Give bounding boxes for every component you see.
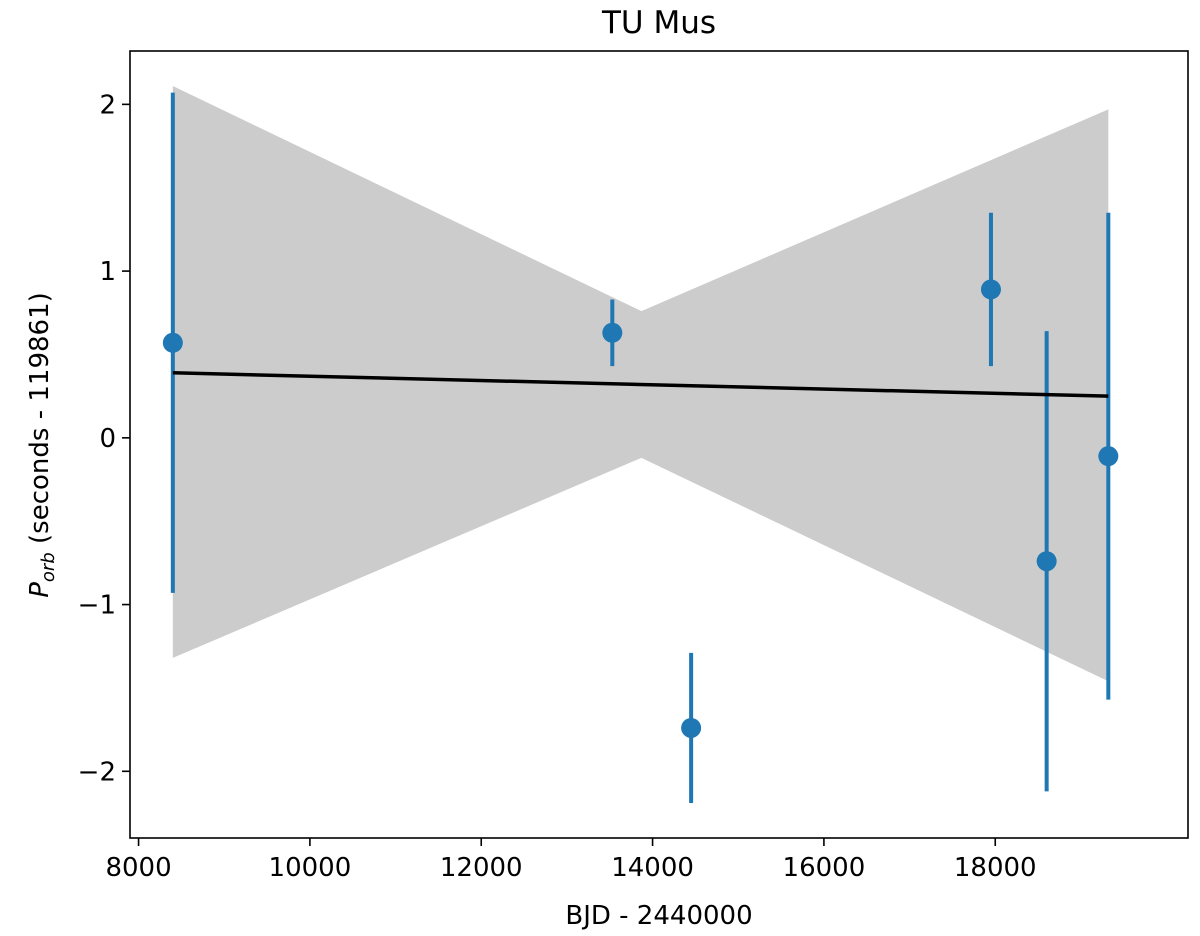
x-axis: 8000 10000 12000 14000 16000 18000 bbox=[105, 838, 1037, 883]
x-tick-label: 8000 bbox=[105, 853, 171, 883]
y-axis: −2 −1 0 1 2 bbox=[78, 90, 130, 787]
x-tick-label: 10000 bbox=[269, 853, 352, 883]
data-point-1 bbox=[162, 332, 183, 353]
fit-line bbox=[172, 371, 1109, 398]
y-axis-label-sub: orb bbox=[38, 552, 59, 582]
data-point-3 bbox=[681, 717, 702, 738]
data-point-5 bbox=[1036, 551, 1057, 572]
x-tick-label: 12000 bbox=[440, 853, 523, 883]
plot-area bbox=[162, 86, 1119, 803]
x-tick-label: 14000 bbox=[611, 853, 694, 883]
y-axis-label-rest: (seconds - 119861) bbox=[25, 292, 55, 552]
x-axis-label: BJD - 2440000 bbox=[565, 901, 752, 931]
plot-frame bbox=[129, 50, 1189, 839]
data-point-4 bbox=[980, 279, 1001, 300]
y-tick-label: −1 bbox=[78, 591, 116, 621]
y-tick-label: 1 bbox=[99, 257, 116, 287]
y-tick-label: 0 bbox=[99, 424, 116, 454]
chart-title: TU Mus bbox=[601, 5, 716, 41]
data-point-6 bbox=[1098, 446, 1119, 467]
y-tick-label: 2 bbox=[99, 90, 116, 120]
x-tick-label: 16000 bbox=[783, 853, 866, 883]
y-axis-label-main: P bbox=[25, 582, 55, 598]
data-point-2 bbox=[602, 322, 623, 343]
y-tick-label: −2 bbox=[78, 757, 116, 787]
x-tick-label: 18000 bbox=[954, 853, 1037, 883]
y-axis-label: Porb (seconds - 119861) bbox=[25, 292, 59, 598]
